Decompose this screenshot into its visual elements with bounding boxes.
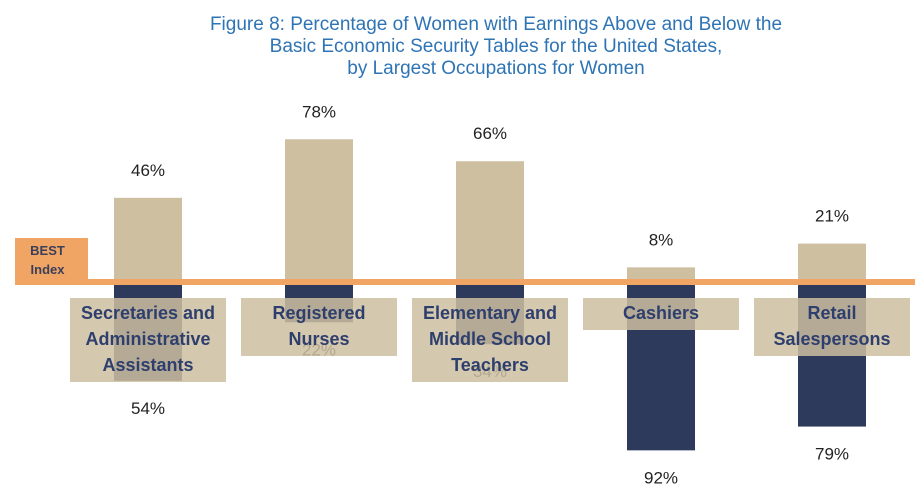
category-label: Retail Salespersons [754, 298, 910, 356]
bar-above [456, 161, 524, 282]
bar-above [114, 197, 182, 282]
chart-title: Figure 8: Percentage of Women with Earni… [210, 14, 782, 35]
value-label: 78% [302, 102, 336, 121]
category-label: Elementary and Middle School Teachers [412, 298, 568, 382]
bar-above [285, 139, 353, 282]
value-label: 92% [644, 468, 678, 487]
best-index-label: BEST Index [15, 238, 88, 282]
chart-title: Basic Economic Security Tables for the U… [270, 36, 723, 57]
category-label: Registered Nurses [241, 298, 397, 356]
value-label: 46% [131, 161, 165, 180]
value-label: 8% [649, 230, 674, 249]
value-label: 21% [815, 207, 849, 226]
category-label: Cashiers [583, 298, 739, 330]
value-label: 79% [815, 445, 849, 464]
category-label: Secretaries and Administrative Assistant… [70, 298, 226, 382]
bar-above [627, 267, 695, 282]
best-index-line [15, 279, 915, 285]
value-label: 54% [131, 399, 165, 418]
bar-above [798, 243, 866, 282]
value-label: 66% [473, 124, 507, 143]
chart-title: by Largest Occupations for Women [347, 58, 644, 79]
